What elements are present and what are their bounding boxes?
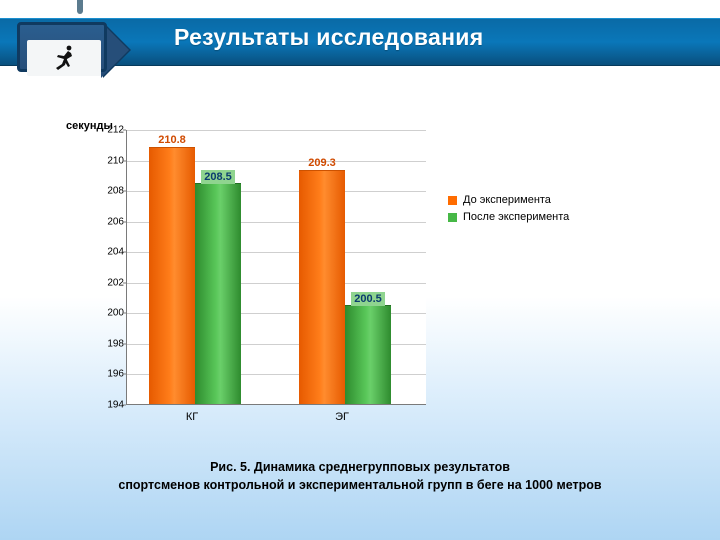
sign-body <box>17 22 107 72</box>
value-kg-before: 210.8 <box>148 134 196 146</box>
legend-swatch-orange <box>448 196 457 205</box>
sign-inner <box>27 40 101 76</box>
grid-line <box>127 130 426 131</box>
value-eg-after: 200.5 <box>351 292 385 306</box>
direction-sign <box>17 14 127 78</box>
bar-kg-after <box>195 183 241 405</box>
ytick-210: 210 <box>100 155 124 166</box>
ytick-202: 202 <box>100 277 124 288</box>
xlabel-eg: ЭГ <box>312 411 372 423</box>
ytick-206: 206 <box>100 216 124 227</box>
bar-eg-before <box>299 170 345 404</box>
ytick-200: 200 <box>100 308 124 319</box>
bar-chart: секунды 212 210 208 206 204 202 200 198 … <box>70 122 630 437</box>
figure-caption: Рис. 5. Динамика среднегрупповых результ… <box>0 458 720 494</box>
caption-line1: Рис. 5. Динамика среднегрупповых результ… <box>210 460 510 474</box>
ytick-208: 208 <box>100 186 124 197</box>
page-title: Результаты исследования <box>174 24 483 51</box>
caption-line2: спортсменов контрольной и эксперименталь… <box>118 478 601 492</box>
ytick-196: 196 <box>100 369 124 380</box>
ytick-198: 198 <box>100 338 124 349</box>
ytick-212: 212 <box>100 125 124 136</box>
legend-label: После эксперимента <box>463 211 569 224</box>
legend: До эксперимента После эксперимента <box>448 194 569 228</box>
ytick-194: 194 <box>100 400 124 411</box>
bar-kg-before <box>149 147 195 404</box>
plot-area: 210.8 208.5 209.3 200.5 <box>126 130 426 405</box>
xlabel-kg: КГ <box>162 411 222 423</box>
runner-icon <box>52 44 76 72</box>
legend-item-before: До эксперимента <box>448 194 569 207</box>
legend-label: До эксперимента <box>463 194 551 207</box>
ytick-204: 204 <box>100 247 124 258</box>
legend-swatch-green <box>448 213 457 222</box>
legend-item-after: После эксперимента <box>448 211 569 224</box>
value-eg-before: 209.3 <box>298 157 346 169</box>
sign-hanger <box>77 0 83 14</box>
value-kg-after: 208.5 <box>201 170 235 184</box>
bar-eg-after <box>345 305 391 404</box>
